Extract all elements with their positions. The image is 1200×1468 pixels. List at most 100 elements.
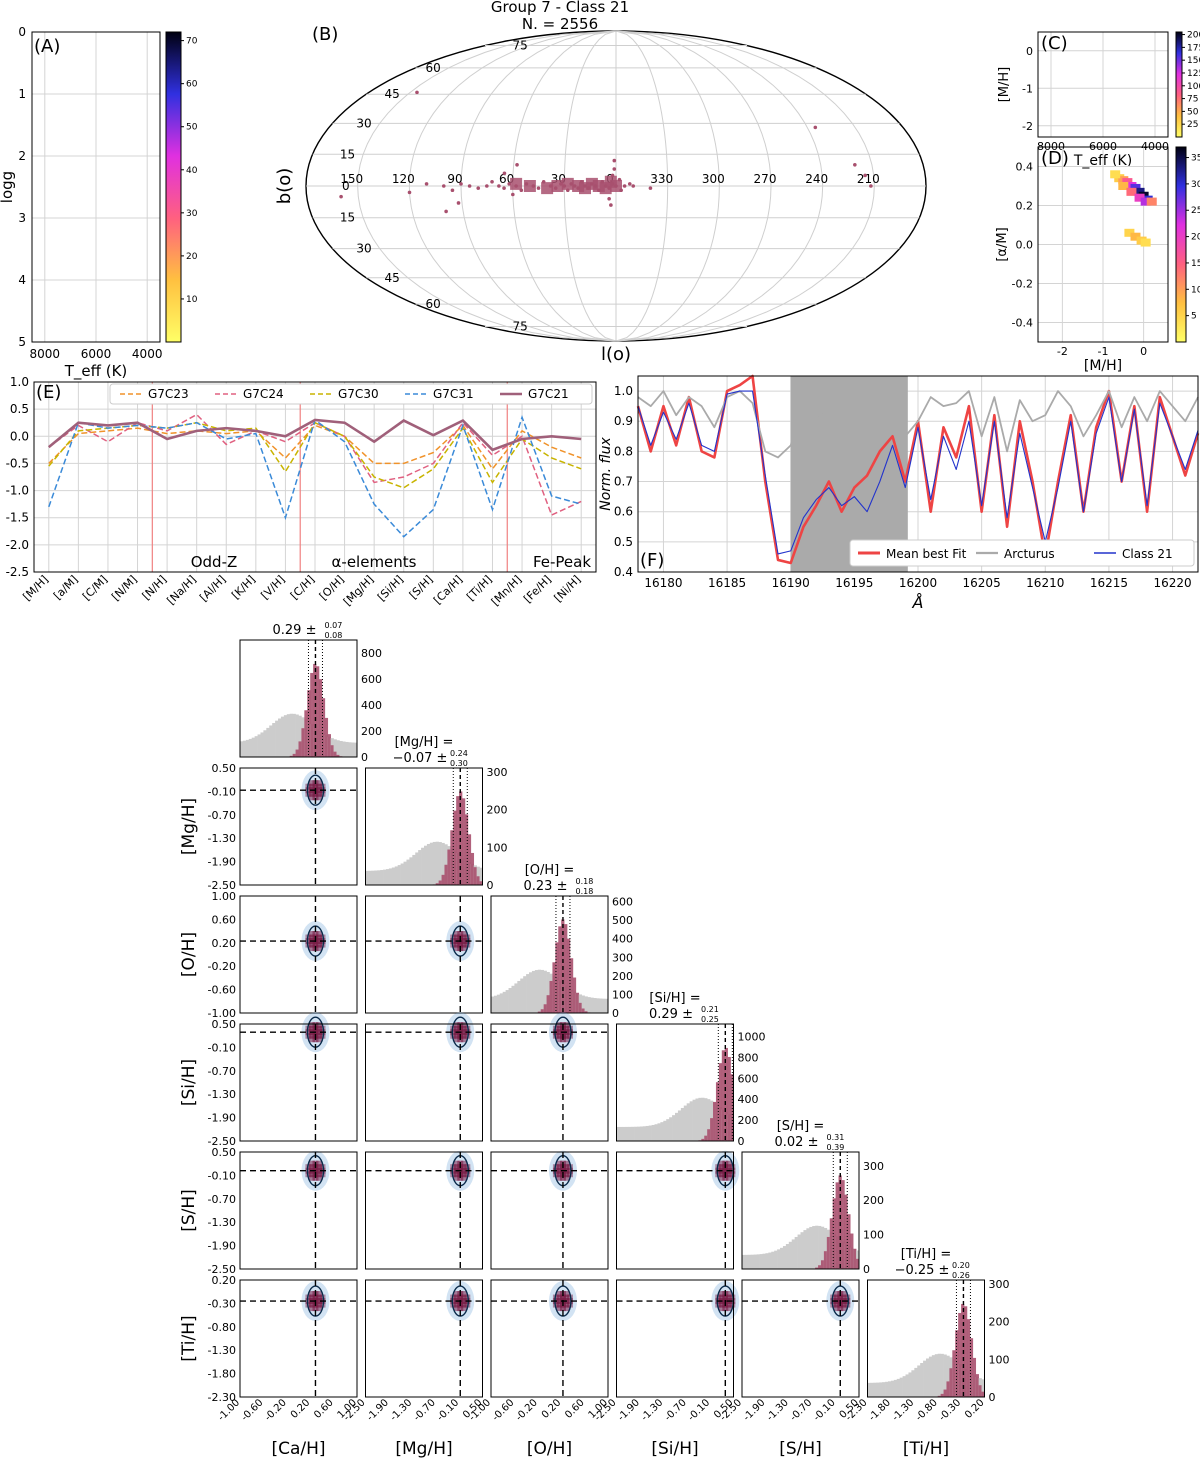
count-tick-label: 0 [361,751,368,764]
count-tick-label: 500 [612,914,633,927]
star-point [515,162,519,167]
colorbar-tick-label: 50 [1187,107,1199,117]
legend-label: G7C24 [243,387,284,401]
density-cell [450,1294,457,1301]
cell-frame [741,1151,860,1270]
density-cell [725,1174,732,1181]
star-point [607,196,611,201]
marginal-title: [Ti/H] = [901,1247,951,1262]
density-cell [308,945,315,952]
y-tick-label: -2.0 [6,538,29,552]
panel-a-teff-logg: 8000 6000 4000 0 1 2 3 4 5 (A) logg T_eff (K) 70 60 50… [0,25,198,381]
reference-histogram-bar [266,727,270,757]
x-tick-label: 0.60 [312,1397,336,1421]
density-cell [315,941,322,948]
meridian-line [460,30,617,342]
density-cell [315,1301,322,1308]
reference-histogram-bar [257,734,261,757]
density-cell [840,1294,847,1301]
reference-histogram-bar [289,713,293,757]
density-cell [453,945,460,952]
density-patch [510,177,523,190]
count-tick-label: 600 [361,673,382,686]
reference-histogram-bar [240,741,244,757]
density-cell [453,1164,460,1171]
density-cell [460,1036,467,1043]
reference-histogram-bar [651,1124,655,1141]
density-cell [563,1164,570,1171]
density-cell [453,1025,460,1032]
reference-histogram-bar [911,1370,915,1397]
reference-histogram-bar [695,1098,699,1141]
cell-frame [365,1279,483,1398]
density-cell [563,1036,570,1043]
density-cell [453,1036,460,1043]
colorbar-tick-label: 10 [1191,285,1200,295]
density-cell [460,938,467,945]
y-tick-label: -1.30 [208,832,236,845]
reference-histogram-bar [701,1097,705,1141]
panel-b-sky-map: 1501209060300330300270240210756045301507… [274,24,927,365]
longitude-label: 330 [650,172,673,186]
class-histogram-bar [578,1002,582,1013]
x-tick-label: 0.20 [540,1397,564,1421]
y-tick-label: -1.90 [208,1112,236,1125]
count-tick-label: 100 [487,841,508,854]
reference-histogram-bar [689,1101,693,1141]
reference-histogram-bar [429,842,434,885]
density-cell [556,1025,563,1032]
legend-label: Arcturus [1004,547,1055,561]
reference-histogram-bar [928,1356,933,1397]
reference-histogram-bar [418,850,422,885]
density-cell [840,1291,847,1298]
density-cell [305,783,312,790]
y-axis-label: [α/M] [995,227,1010,261]
reference-histogram-bar [397,865,401,885]
reference-histogram-bar [926,1358,930,1397]
density-cell [563,1291,570,1298]
y-tick-label: 0.50 [212,1018,237,1031]
reference-histogram-bar [435,841,439,885]
y-axis-label: [O/H] [179,932,199,977]
density-cell [305,790,312,797]
x-axis-label: [Ti/H] [903,1439,949,1459]
density-cell [833,1301,840,1308]
density-cell [305,1171,312,1178]
density-cell [305,934,312,941]
axes-frame [1037,146,1169,343]
latitude-label: 60 [426,297,441,311]
reference-histogram-bar [753,1254,757,1269]
class-histogram-bar [581,1008,585,1013]
density-cell [319,941,326,948]
density-cell [453,1022,460,1029]
reference-histogram-bar [365,870,369,885]
reference-histogram-bar [785,1244,790,1269]
reference-histogram-bar [631,1126,635,1141]
density-cell [840,1301,847,1308]
density-cell [453,1174,460,1181]
reference-histogram-bar [345,741,349,757]
count-tick-label: 300 [863,1160,884,1173]
cell-frame [239,1151,358,1270]
density-cell [556,1022,563,1029]
density-cell [830,1301,837,1308]
class-histogram-bar [321,698,326,757]
class-histogram-bar [450,830,454,885]
count-tick-label: 0 [612,1007,619,1020]
star-point [497,184,501,188]
x-tick-label: -0.20 [263,1397,289,1423]
reference-histogram-bar [675,1112,679,1141]
density-cell [722,1305,729,1312]
y-tick-label: 0.20 [212,937,237,950]
class-histogram-bar [946,1381,950,1397]
class-histogram-bar [316,666,320,757]
density-cell [556,1164,563,1171]
panel-label: (E) [36,382,61,403]
cell-frame [616,1151,734,1270]
density-cell [464,941,471,948]
x-tick-label: 16185 [708,576,746,590]
count-tick-label: 100 [989,1353,1010,1366]
class-histogram-bar [441,874,445,885]
reference-histogram-bar [625,1126,629,1141]
density-cell [464,934,471,941]
